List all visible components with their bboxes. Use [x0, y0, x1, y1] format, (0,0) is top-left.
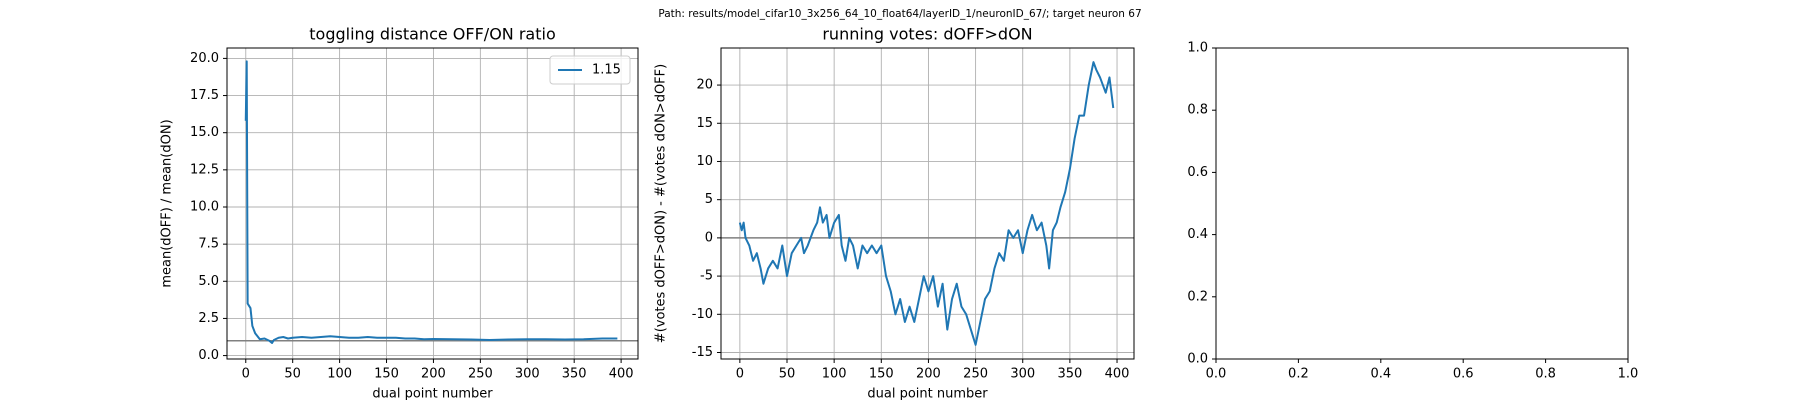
- data-line: [738, 61, 1115, 346]
- y-tick-label: 7.5: [198, 237, 219, 252]
- x-tick-label: 0.0: [1206, 367, 1227, 382]
- y-tick-label: 0.2: [1187, 289, 1208, 304]
- x-tick-label: 250: [963, 367, 988, 382]
- x-tick-label: 0.2: [1288, 367, 1309, 382]
- x-tick-label: 300: [1010, 367, 1035, 382]
- y-tick-label: -5: [700, 269, 713, 284]
- y-axis-label: #(votes dOFF>dON) - #(votes dON>dOFF): [654, 64, 669, 343]
- axes-frame: [720, 47, 1135, 360]
- legend-box: [549, 55, 631, 85]
- x-tick-label: 0: [736, 367, 744, 382]
- x-tick-label: 0.6: [1453, 367, 1474, 382]
- y-tick-label: 12.5: [190, 162, 219, 177]
- x-axis-label: dual point number: [867, 387, 988, 400]
- data-line: [244, 60, 618, 344]
- x-tick-label: 400: [1105, 367, 1130, 382]
- x-tick-label: 0.8: [1535, 367, 1556, 382]
- x-tick-label: 1.0: [1618, 367, 1639, 382]
- y-tick-label: 20.0: [190, 51, 219, 66]
- axes-frame: [1215, 47, 1629, 360]
- x-tick-label: 200: [916, 367, 941, 382]
- legend-label: 1.15: [592, 63, 621, 78]
- y-tick-label: 10.0: [190, 199, 219, 214]
- axes-title: toggling distance OFF/ON ratio: [309, 25, 555, 44]
- x-tick-label: 50: [284, 367, 301, 382]
- x-tick-label: 400: [609, 367, 634, 382]
- y-tick-label: -10: [692, 307, 713, 322]
- y-tick-label: 2.5: [198, 311, 219, 326]
- y-tick-label: 1.0: [1187, 41, 1208, 56]
- y-tick-label: 0.0: [198, 348, 219, 363]
- y-tick-label: 0.8: [1187, 103, 1208, 118]
- x-tick-label: 200: [421, 367, 446, 382]
- x-tick-label: 150: [374, 367, 399, 382]
- x-tick-label: 250: [468, 367, 493, 382]
- y-tick-label: -15: [692, 345, 713, 360]
- y-tick-label: 20: [696, 78, 713, 93]
- y-tick-label: 17.5: [190, 88, 219, 103]
- axes-frame: [226, 47, 639, 360]
- figure-title: Path: results/model_cifar10_3x256_64_10_…: [658, 8, 1141, 20]
- x-tick-label: 350: [1057, 367, 1082, 382]
- x-axis-label: dual point number: [372, 387, 493, 400]
- x-tick-label: 0.4: [1370, 367, 1391, 382]
- axes-title: running votes: dOFF>dON: [822, 25, 1032, 44]
- y-axis-label: mean(dOFF) / mean(dON): [160, 119, 175, 287]
- y-tick-label: 15.0: [190, 125, 219, 140]
- x-tick-label: 300: [515, 367, 540, 382]
- y-tick-label: 15: [696, 116, 713, 131]
- axes: 0.0 0.2 0.4 0.6 0.8 1.0 0.0 0.2 0.4 0.6 0.8 1.0: [1187, 41, 1638, 382]
- y-tick-label: 5.0: [198, 274, 219, 289]
- x-tick-label: 0: [242, 367, 250, 382]
- x-tick-label: 100: [327, 367, 352, 382]
- y-tick-label: 10: [696, 154, 713, 169]
- x-tick-label: 350: [562, 367, 587, 382]
- y-tick-label: 0.0: [1187, 352, 1208, 367]
- y-tick-label: 0.6: [1187, 165, 1208, 180]
- y-tick-label: 0: [705, 230, 713, 245]
- axes: 0.0 2.5 5.0 7.5 10.0 12.5 15.0 17.5 20.0 0 50 100 15…: [160, 25, 639, 400]
- y-tick-label: 0.4: [1187, 227, 1208, 242]
- x-tick-label: 100: [822, 367, 847, 382]
- y-tick-label: 5: [705, 192, 713, 207]
- x-tick-label: 50: [779, 367, 796, 382]
- x-tick-label: 150: [869, 367, 894, 382]
